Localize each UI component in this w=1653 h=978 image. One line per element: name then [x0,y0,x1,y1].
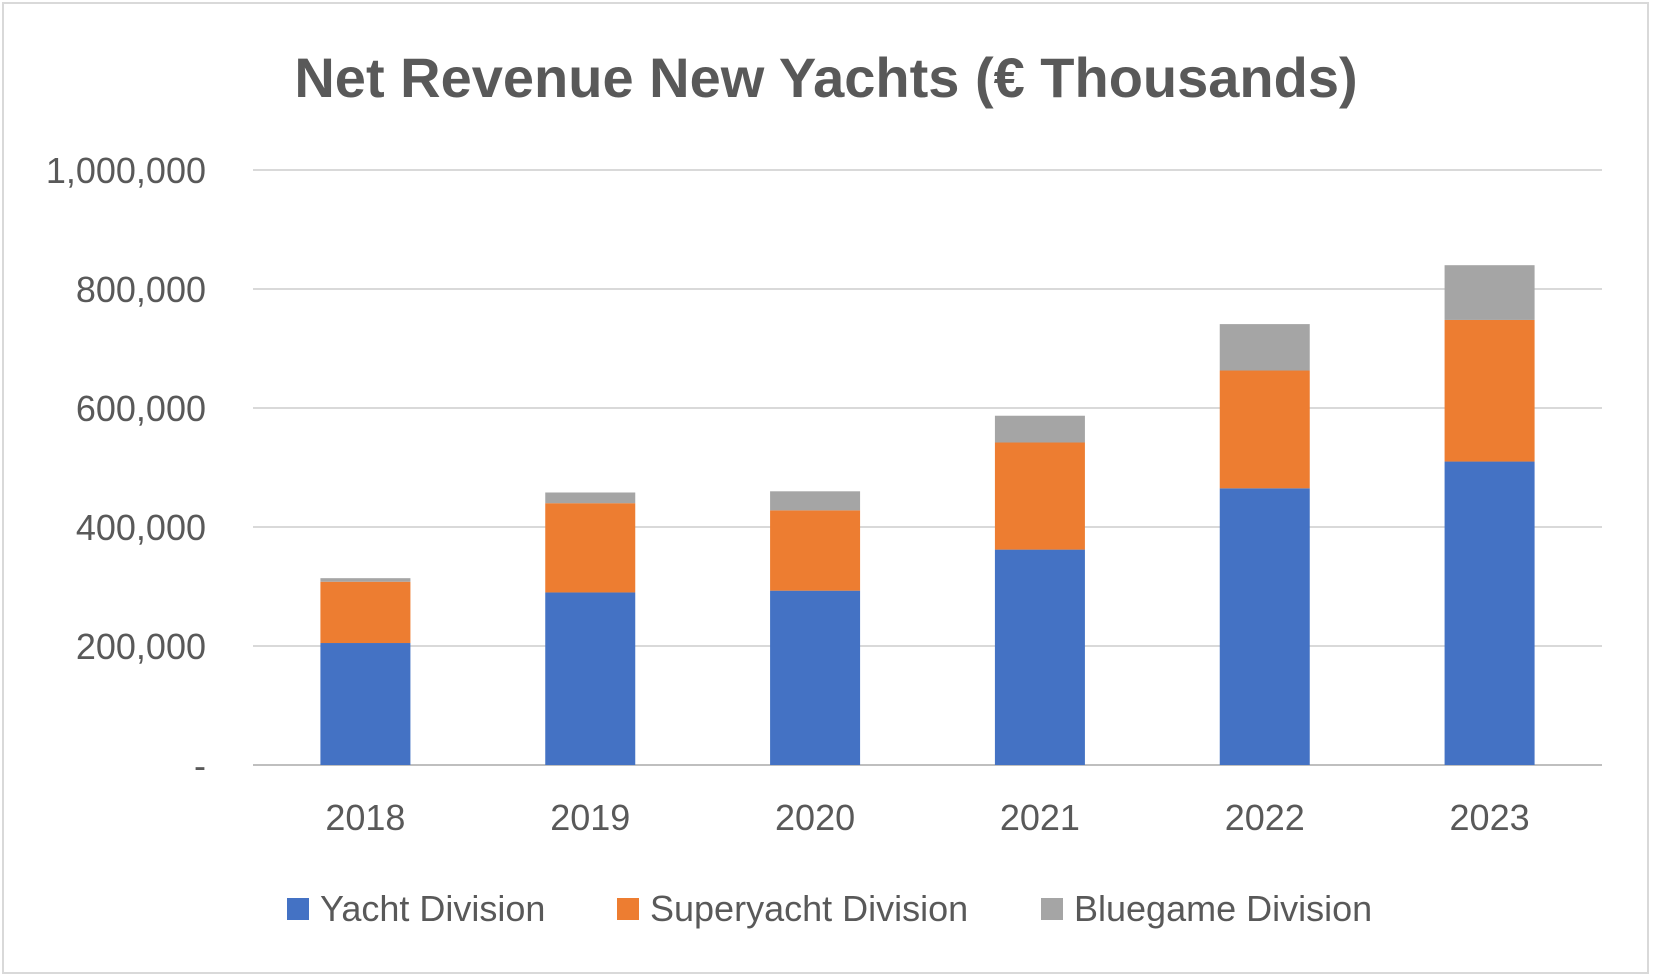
x-tick-label: 2020 [775,797,855,838]
bar-2020-superyacht-division [770,510,861,591]
chart-title: Net Revenue New Yachts (€ Thousands) [294,46,1357,109]
y-tick-label: - [194,745,206,786]
bar-2022-superyacht-division [1219,370,1310,489]
y-tick-label: 600,000 [76,388,206,429]
y-axis-ticks: - 200,000 400,000 600,000 800,000 1,000,000 [46,150,206,786]
bar-2022-yacht-division [1219,488,1310,765]
bars [320,265,1535,765]
x-tick-label: 2021 [1000,797,1080,838]
bar-2018-superyacht-division [320,581,411,644]
legend-label: Yacht Division [320,888,545,929]
x-tick-label: 2018 [325,797,405,838]
x-tick-label: 2022 [1225,797,1305,838]
bar-2019-superyacht-division [545,503,636,593]
y-tick-label: 1,000,000 [46,150,206,191]
legend-swatch-bluegame-division [1041,898,1063,920]
x-tick-label: 2019 [550,797,630,838]
x-axis-ticks: 2018 2019 2020 2021 2022 2023 [325,797,1529,838]
bar-2020-bluegame-division [770,491,861,511]
bar-2022-bluegame-division [1219,324,1310,371]
bar-2023-superyacht-division [1444,319,1535,462]
y-tick-label: 200,000 [76,626,206,667]
bar-2023-bluegame-division [1444,265,1535,320]
bar-2021-superyacht-division [994,442,1085,550]
bar-2023-yacht-division [1444,461,1535,765]
gridlines [253,169,1602,766]
legend-swatch-superyacht-division [617,898,639,920]
bar-2019-bluegame-division [545,492,636,504]
bar-2020-yacht-division [770,590,861,765]
legend: Yacht Division Superyacht Division Bluegam… [287,888,1372,929]
bar-2018-bluegame-division [320,578,411,582]
bar-2018-yacht-division [320,643,411,765]
y-tick-label: 400,000 [76,507,206,548]
bar-2021-yacht-division [994,549,1085,765]
legend-label: Superyacht Division [650,888,968,929]
bar-2021-bluegame-division [994,415,1085,443]
x-tick-label: 2023 [1450,797,1530,838]
legend-swatch-yacht-division [287,898,309,920]
bar-2019-yacht-division [545,592,636,765]
legend-label: Bluegame Division [1074,888,1372,929]
y-tick-label: 800,000 [76,269,206,310]
